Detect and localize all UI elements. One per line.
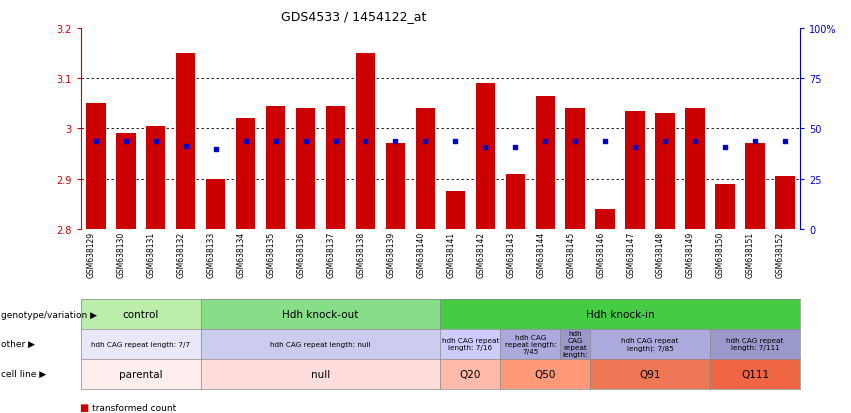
Text: hdh
CAG
repeat
length:: hdh CAG repeat length:	[563, 330, 588, 358]
Text: Q91: Q91	[639, 369, 661, 379]
Text: cell line ▶: cell line ▶	[1, 369, 46, 378]
Bar	[266, 107, 285, 229]
Text: GSM638145: GSM638145	[566, 231, 575, 278]
Text: GSM638132: GSM638132	[177, 231, 186, 277]
Bar	[596, 209, 615, 229]
Bar	[446, 192, 465, 229]
Text: parental: parental	[119, 369, 163, 379]
Text: null: null	[311, 369, 330, 379]
Bar	[415, 109, 435, 229]
Bar	[655, 114, 675, 229]
Text: control: control	[123, 309, 159, 319]
Bar	[386, 144, 405, 229]
Text: GSM638147: GSM638147	[626, 231, 635, 278]
Text: Q20: Q20	[460, 369, 481, 379]
Bar	[236, 119, 255, 229]
Text: GSM638137: GSM638137	[327, 231, 335, 278]
Bar	[86, 104, 106, 229]
Text: hdh CAG repeat
length): 7/85: hdh CAG repeat length): 7/85	[621, 337, 679, 351]
Text: Q50: Q50	[534, 369, 556, 379]
Text: GSM638152: GSM638152	[776, 231, 785, 277]
Text: GSM638146: GSM638146	[597, 231, 605, 278]
Text: ■: ■	[79, 402, 89, 412]
Text: GSM638150: GSM638150	[716, 231, 725, 278]
Bar	[565, 109, 585, 229]
Bar	[176, 54, 196, 229]
Bar	[476, 84, 495, 229]
Text: GSM638134: GSM638134	[237, 231, 246, 278]
Bar	[296, 109, 316, 229]
Text: GSM638133: GSM638133	[207, 231, 215, 278]
Text: GSM638141: GSM638141	[447, 231, 455, 277]
Text: GSM638130: GSM638130	[117, 231, 126, 278]
Text: GSM638151: GSM638151	[746, 231, 755, 277]
Bar	[505, 174, 525, 229]
Bar	[745, 144, 765, 229]
Text: hdh CAG repeat
length: 7/111: hdh CAG repeat length: 7/111	[726, 337, 784, 351]
Text: hdh CAG repeat length: null: hdh CAG repeat length: null	[271, 341, 371, 347]
Bar	[625, 112, 645, 229]
Bar	[775, 177, 795, 229]
Bar	[356, 54, 375, 229]
Text: GSM638149: GSM638149	[686, 231, 695, 278]
Bar	[326, 107, 346, 229]
Text: GDS4533 / 1454122_at: GDS4533 / 1454122_at	[281, 10, 426, 23]
Text: transformed count: transformed count	[92, 403, 176, 412]
Text: GSM638129: GSM638129	[87, 231, 96, 277]
Text: GSM638142: GSM638142	[477, 231, 485, 277]
Text: GSM638144: GSM638144	[536, 231, 545, 278]
Text: genotype/variation ▶: genotype/variation ▶	[1, 310, 97, 319]
Bar	[116, 134, 135, 229]
Bar	[146, 126, 165, 229]
Text: GSM638139: GSM638139	[386, 231, 396, 278]
Text: GSM638135: GSM638135	[266, 231, 276, 278]
Text: GSM638143: GSM638143	[506, 231, 516, 278]
Text: GSM638131: GSM638131	[146, 231, 156, 277]
Bar	[685, 109, 705, 229]
Text: other ▶: other ▶	[1, 339, 35, 349]
Text: GSM638140: GSM638140	[416, 231, 426, 278]
Text: GSM638136: GSM638136	[296, 231, 306, 278]
Text: hdh CAG repeat
length: 7/16: hdh CAG repeat length: 7/16	[442, 337, 499, 351]
Text: hdh CAG
repeat length:
7/45: hdh CAG repeat length: 7/45	[505, 334, 556, 354]
Text: Hdh knock-in: Hdh knock-in	[585, 309, 654, 319]
Text: GSM638138: GSM638138	[357, 231, 365, 277]
Text: Q111: Q111	[741, 369, 769, 379]
Text: hdh CAG repeat length: 7/7: hdh CAG repeat length: 7/7	[91, 341, 191, 347]
Text: GSM638148: GSM638148	[656, 231, 665, 277]
Bar	[535, 97, 555, 229]
Bar	[716, 184, 734, 229]
Text: Hdh knock-out: Hdh knock-out	[283, 309, 359, 319]
Bar	[206, 179, 226, 229]
